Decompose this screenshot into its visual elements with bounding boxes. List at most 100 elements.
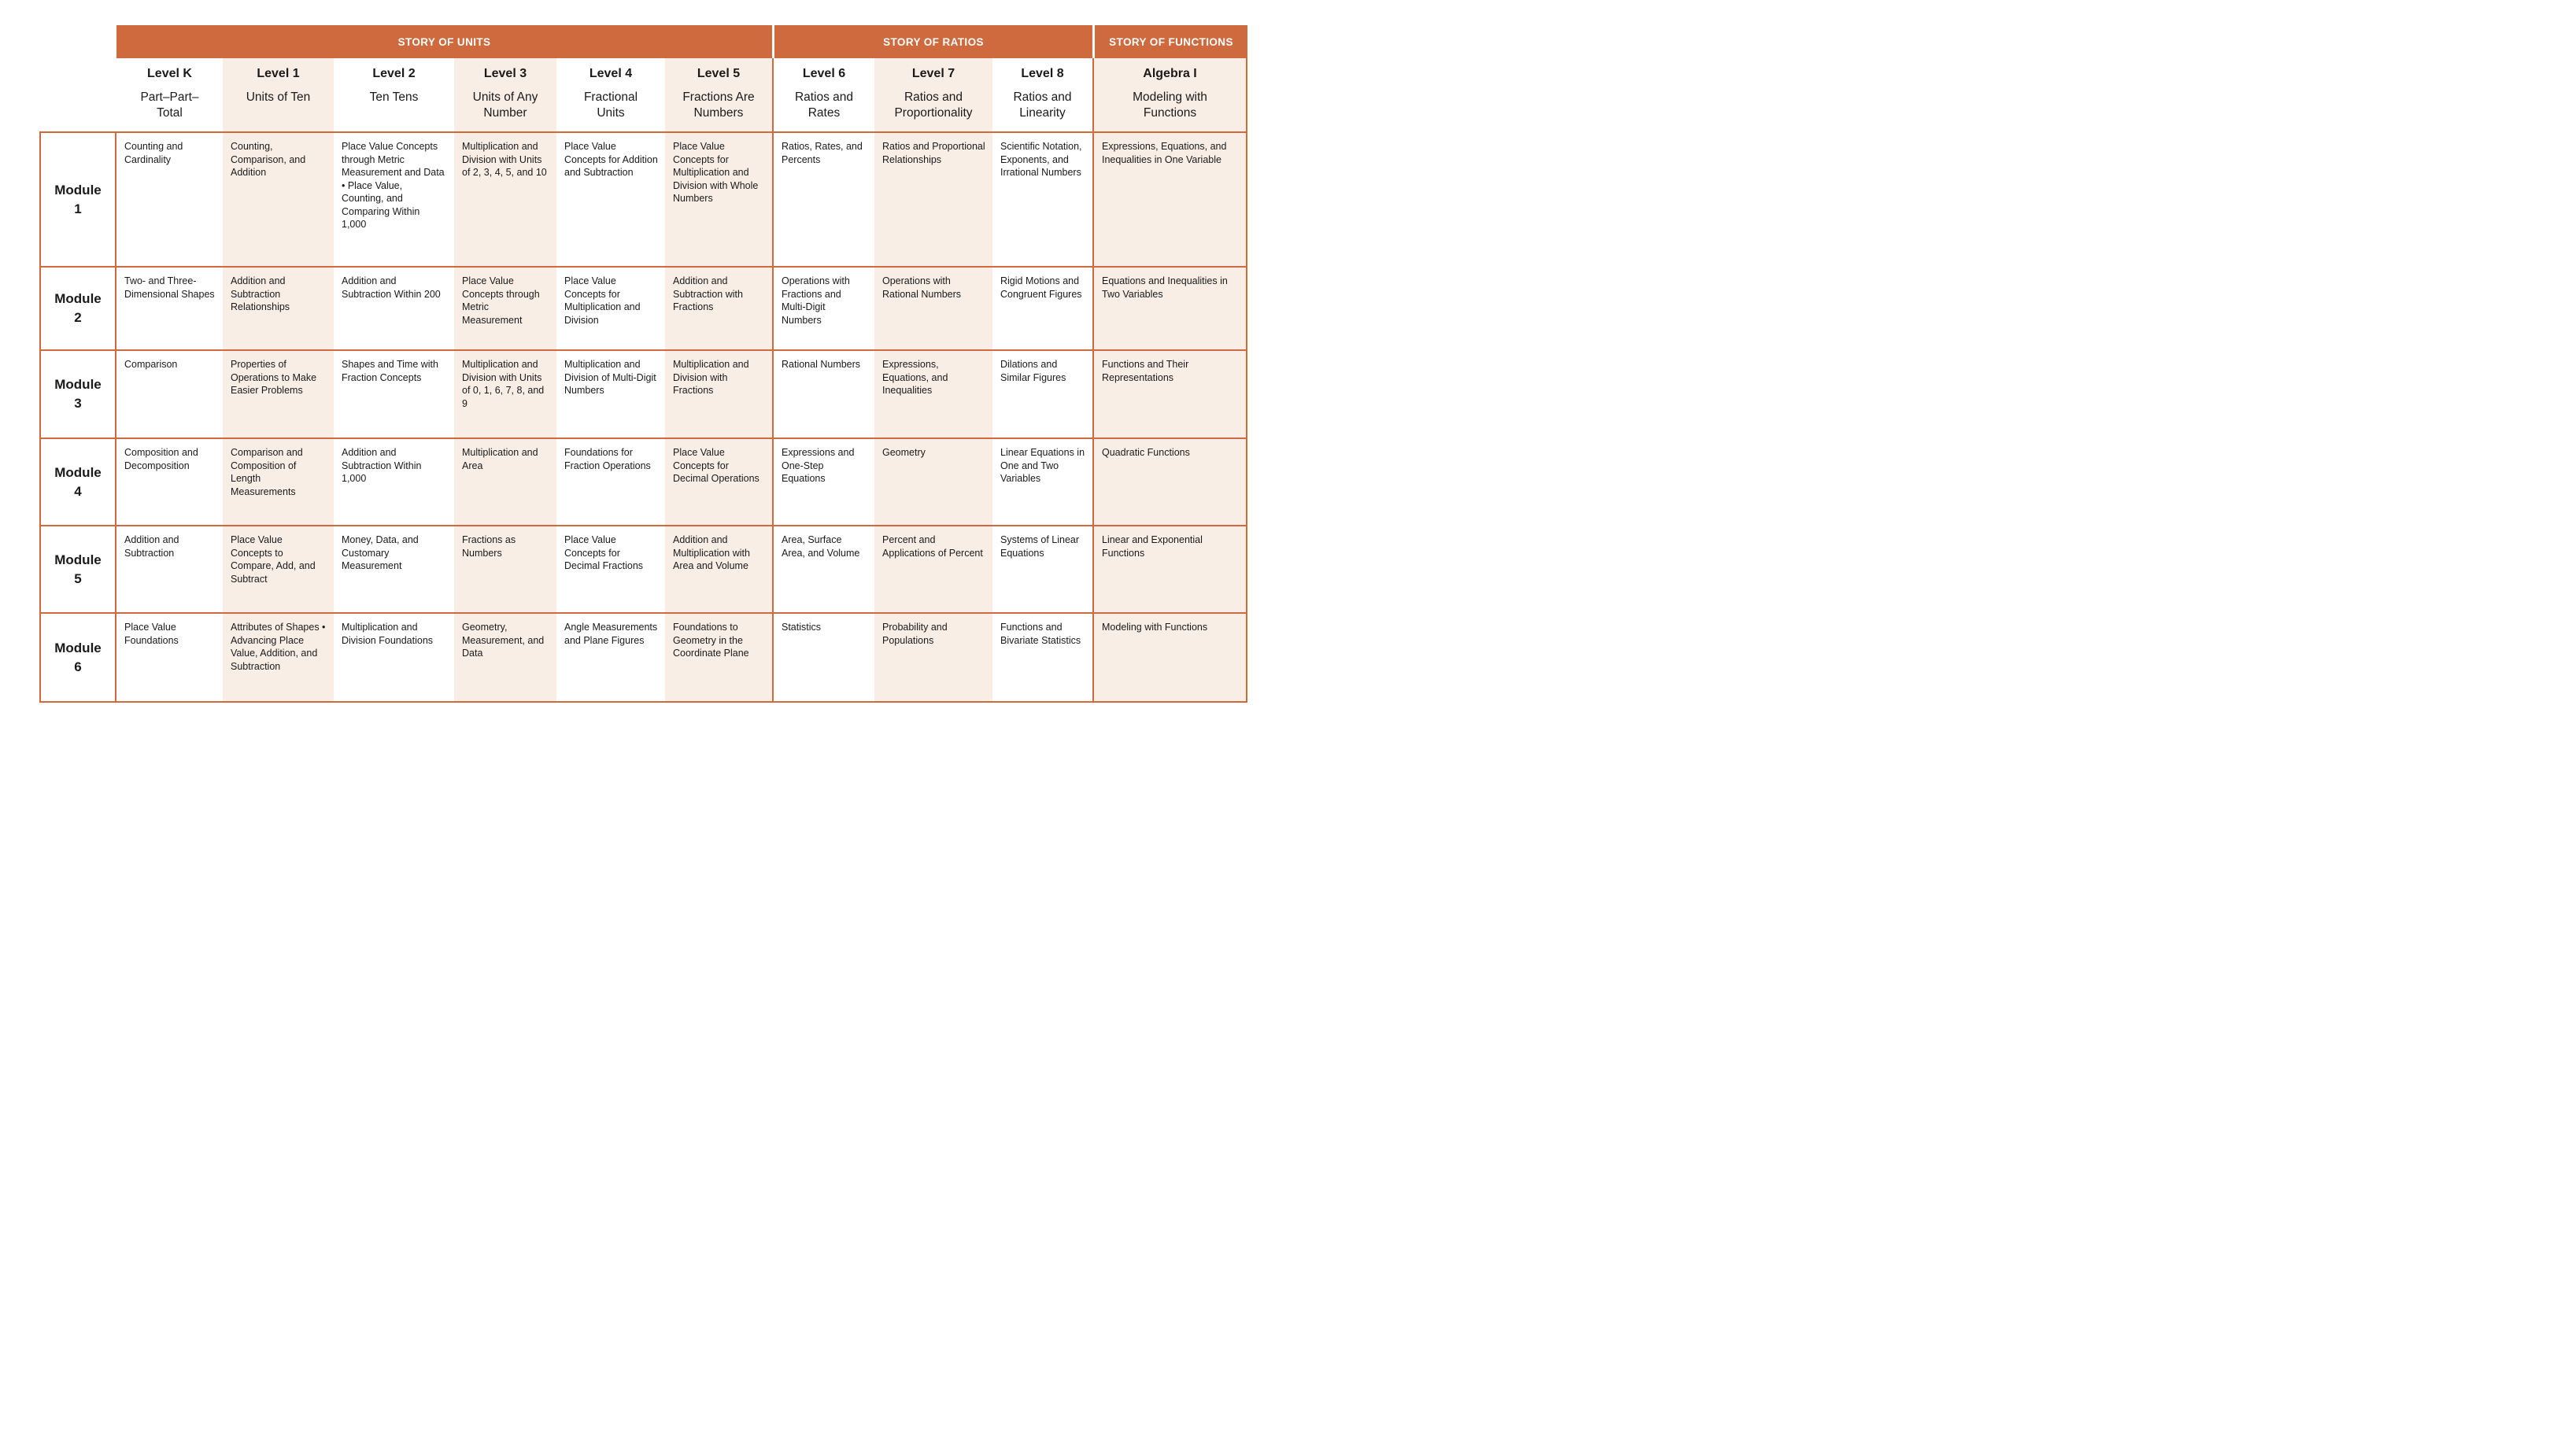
level-name: Level 6 — [802, 67, 846, 80]
curriculum-cell: Probability and Populations — [874, 612, 992, 703]
curriculum-cell: Multiplication and Division Foundations — [334, 612, 454, 703]
curriculum-cell: Place Value Concepts to Compare, Add, an… — [223, 525, 334, 612]
curriculum-cell: Modeling with Functions — [1092, 612, 1247, 703]
module-label-1: Module 1 — [39, 131, 116, 266]
level-subtitle: Ten Tens — [369, 90, 419, 104]
section-header-story-of-ratios: STORY OF RATIOS — [772, 25, 1092, 58]
curriculum-cell: Comparison and Composition of Length Mea… — [223, 438, 334, 525]
level-name: Level K — [147, 67, 192, 80]
curriculum-cell: Angle Measurements and Plane Figures — [556, 612, 665, 703]
level-header-3: Level 3 Units of Any Number — [454, 58, 556, 131]
curriculum-cell: Money, Data, and Customary Measurement — [334, 525, 454, 612]
curriculum-cell: Functions and Bivariate Statistics — [992, 612, 1092, 703]
curriculum-cell: Linear Equations in One and Two Variable… — [992, 438, 1092, 525]
curriculum-cell: Addition and Subtraction with Fractions — [665, 266, 772, 349]
level-name: Algebra I — [1143, 67, 1197, 80]
level-header-4: Level 4 Fractional Units — [556, 58, 665, 131]
curriculum-cell: Place Value Concepts for Addition and Su… — [556, 131, 665, 266]
curriculum-cell: Scientific Notation, Exponents, and Irra… — [992, 131, 1092, 266]
level-subtitle: Units of Ten — [246, 90, 311, 104]
curriculum-cell: Properties of Operations to Make Easier … — [223, 349, 334, 438]
level-subtitle: Ratios and Proportionality — [894, 90, 973, 120]
level-name: Level 4 — [589, 67, 633, 80]
curriculum-cell: Ratios and Proportional Relationships — [874, 131, 992, 266]
level-header-8: Level 8 Ratios and Linearity — [992, 58, 1092, 131]
level-header-k: Level K Part–Part– Total — [116, 58, 223, 131]
curriculum-cell: Linear and Exponential Functions — [1092, 525, 1247, 612]
level-name: Level 7 — [911, 67, 955, 80]
module-label-2: Module 2 — [39, 266, 116, 349]
curriculum-cell: Addition and Multiplication with Area an… — [665, 525, 772, 612]
curriculum-cell: Attributes of Shapes • Advancing Place V… — [223, 612, 334, 703]
curriculum-cell: Percent and Applications of Percent — [874, 525, 992, 612]
level-header-2: Level 2 Ten Tens — [334, 58, 454, 131]
level-subtitle: Ratios and Rates — [794, 90, 854, 120]
level-subtitle: Fractions Are Numbers — [682, 90, 755, 120]
curriculum-cell: Geometry — [874, 438, 992, 525]
top-left-spacer — [39, 25, 116, 58]
curriculum-cell: Place Value Concepts for Decimal Fractio… — [556, 525, 665, 612]
curriculum-cell: Equations and Inequalities in Two Variab… — [1092, 266, 1247, 349]
header-row-spacer — [39, 58, 116, 131]
curriculum-cell: Place Value Foundations — [116, 612, 223, 703]
curriculum-cell: Place Value Concepts for Multiplication … — [556, 266, 665, 349]
curriculum-cell: Rational Numbers — [772, 349, 874, 438]
level-name: Level 1 — [257, 67, 300, 80]
level-name: Level 5 — [697, 67, 741, 80]
curriculum-cell: Rigid Motions and Congruent Figures — [992, 266, 1092, 349]
curriculum-cell: Statistics — [772, 612, 874, 703]
section-header-story-of-units: STORY OF UNITS — [116, 25, 772, 58]
curriculum-cell: Multiplication and Division with Fractio… — [665, 349, 772, 438]
level-name: Level 3 — [483, 67, 527, 80]
module-label-3: Module 3 — [39, 349, 116, 438]
curriculum-cell: Comparison — [116, 349, 223, 438]
curriculum-cell: Place Value Concepts for Decimal Operati… — [665, 438, 772, 525]
level-subtitle: Ratios and Linearity — [1013, 90, 1072, 120]
level-header-7: Level 7 Ratios and Proportionality — [874, 58, 992, 131]
module-label-4: Module 4 — [39, 438, 116, 525]
curriculum-cell: Systems of Linear Equations — [992, 525, 1092, 612]
curriculum-cell: Place Value Concepts for Multiplication … — [665, 131, 772, 266]
curriculum-cell: Counting, Comparison, and Addition — [223, 131, 334, 266]
level-header-1: Level 1 Units of Ten — [223, 58, 334, 131]
curriculum-cell: Expressions, Equations, and Inequalities — [874, 349, 992, 438]
curriculum-cell: Area, Surface Area, and Volume — [772, 525, 874, 612]
level-header-algebra-1: Algebra I Modeling with Functions — [1092, 58, 1247, 131]
level-name: Level 2 — [372, 67, 416, 80]
curriculum-cell: Geometry, Measurement, and Data — [454, 612, 556, 703]
level-subtitle: Modeling with Functions — [1133, 90, 1207, 120]
module-label-5: Module 5 — [39, 525, 116, 612]
curriculum-cell: Operations with Fractions and Multi-Digi… — [772, 266, 874, 349]
section-header-story-of-functions: STORY OF FUNCTIONS — [1092, 25, 1247, 58]
curriculum-cell: Foundations for Fraction Operations — [556, 438, 665, 525]
curriculum-cell: Place Value Concepts through Metric Meas… — [454, 266, 556, 349]
level-subtitle: Units of Any Number — [472, 90, 538, 120]
curriculum-cell: Counting and Cardinality — [116, 131, 223, 266]
curriculum-cell: Functions and Their Representations — [1092, 349, 1247, 438]
curriculum-cell: Addition and Subtraction Within 1,000 — [334, 438, 454, 525]
curriculum-cell: Foundations to Geometry in the Coordinat… — [665, 612, 772, 703]
curriculum-cell: Quadratic Functions — [1092, 438, 1247, 525]
curriculum-map-table: STORY OF UNITS STORY OF RATIOS STORY OF … — [39, 25, 1288, 703]
level-name: Level 8 — [1021, 67, 1064, 80]
curriculum-cell: Multiplication and Division of Multi-Dig… — [556, 349, 665, 438]
curriculum-cell: Composition and Decomposition — [116, 438, 223, 525]
level-subtitle: Part–Part– Total — [140, 90, 199, 120]
curriculum-cell: Addition and Subtraction Relationships — [223, 266, 334, 349]
level-header-6: Level 6 Ratios and Rates — [772, 58, 874, 131]
curriculum-cell: Fractions as Numbers — [454, 525, 556, 612]
curriculum-cell: Multiplication and Division with Units o… — [454, 131, 556, 266]
curriculum-cell: Expressions, Equations, and Inequalities… — [1092, 131, 1247, 266]
module-label-6: Module 6 — [39, 612, 116, 703]
curriculum-cell: Addition and Subtraction Within 200 — [334, 266, 454, 349]
level-header-5: Level 5 Fractions Are Numbers — [665, 58, 772, 131]
curriculum-cell: Multiplication and Area — [454, 438, 556, 525]
curriculum-cell: Addition and Subtraction — [116, 525, 223, 612]
curriculum-cell: Operations with Rational Numbers — [874, 266, 992, 349]
curriculum-cell: Two- and Three-Dimensional Shapes — [116, 266, 223, 349]
curriculum-cell: Ratios, Rates, and Percents — [772, 131, 874, 266]
curriculum-cell: Multiplication and Division with Units o… — [454, 349, 556, 438]
level-subtitle: Fractional Units — [583, 90, 638, 120]
curriculum-cell: Shapes and Time with Fraction Concepts — [334, 349, 454, 438]
curriculum-cell: Expressions and One-Step Equations — [772, 438, 874, 525]
